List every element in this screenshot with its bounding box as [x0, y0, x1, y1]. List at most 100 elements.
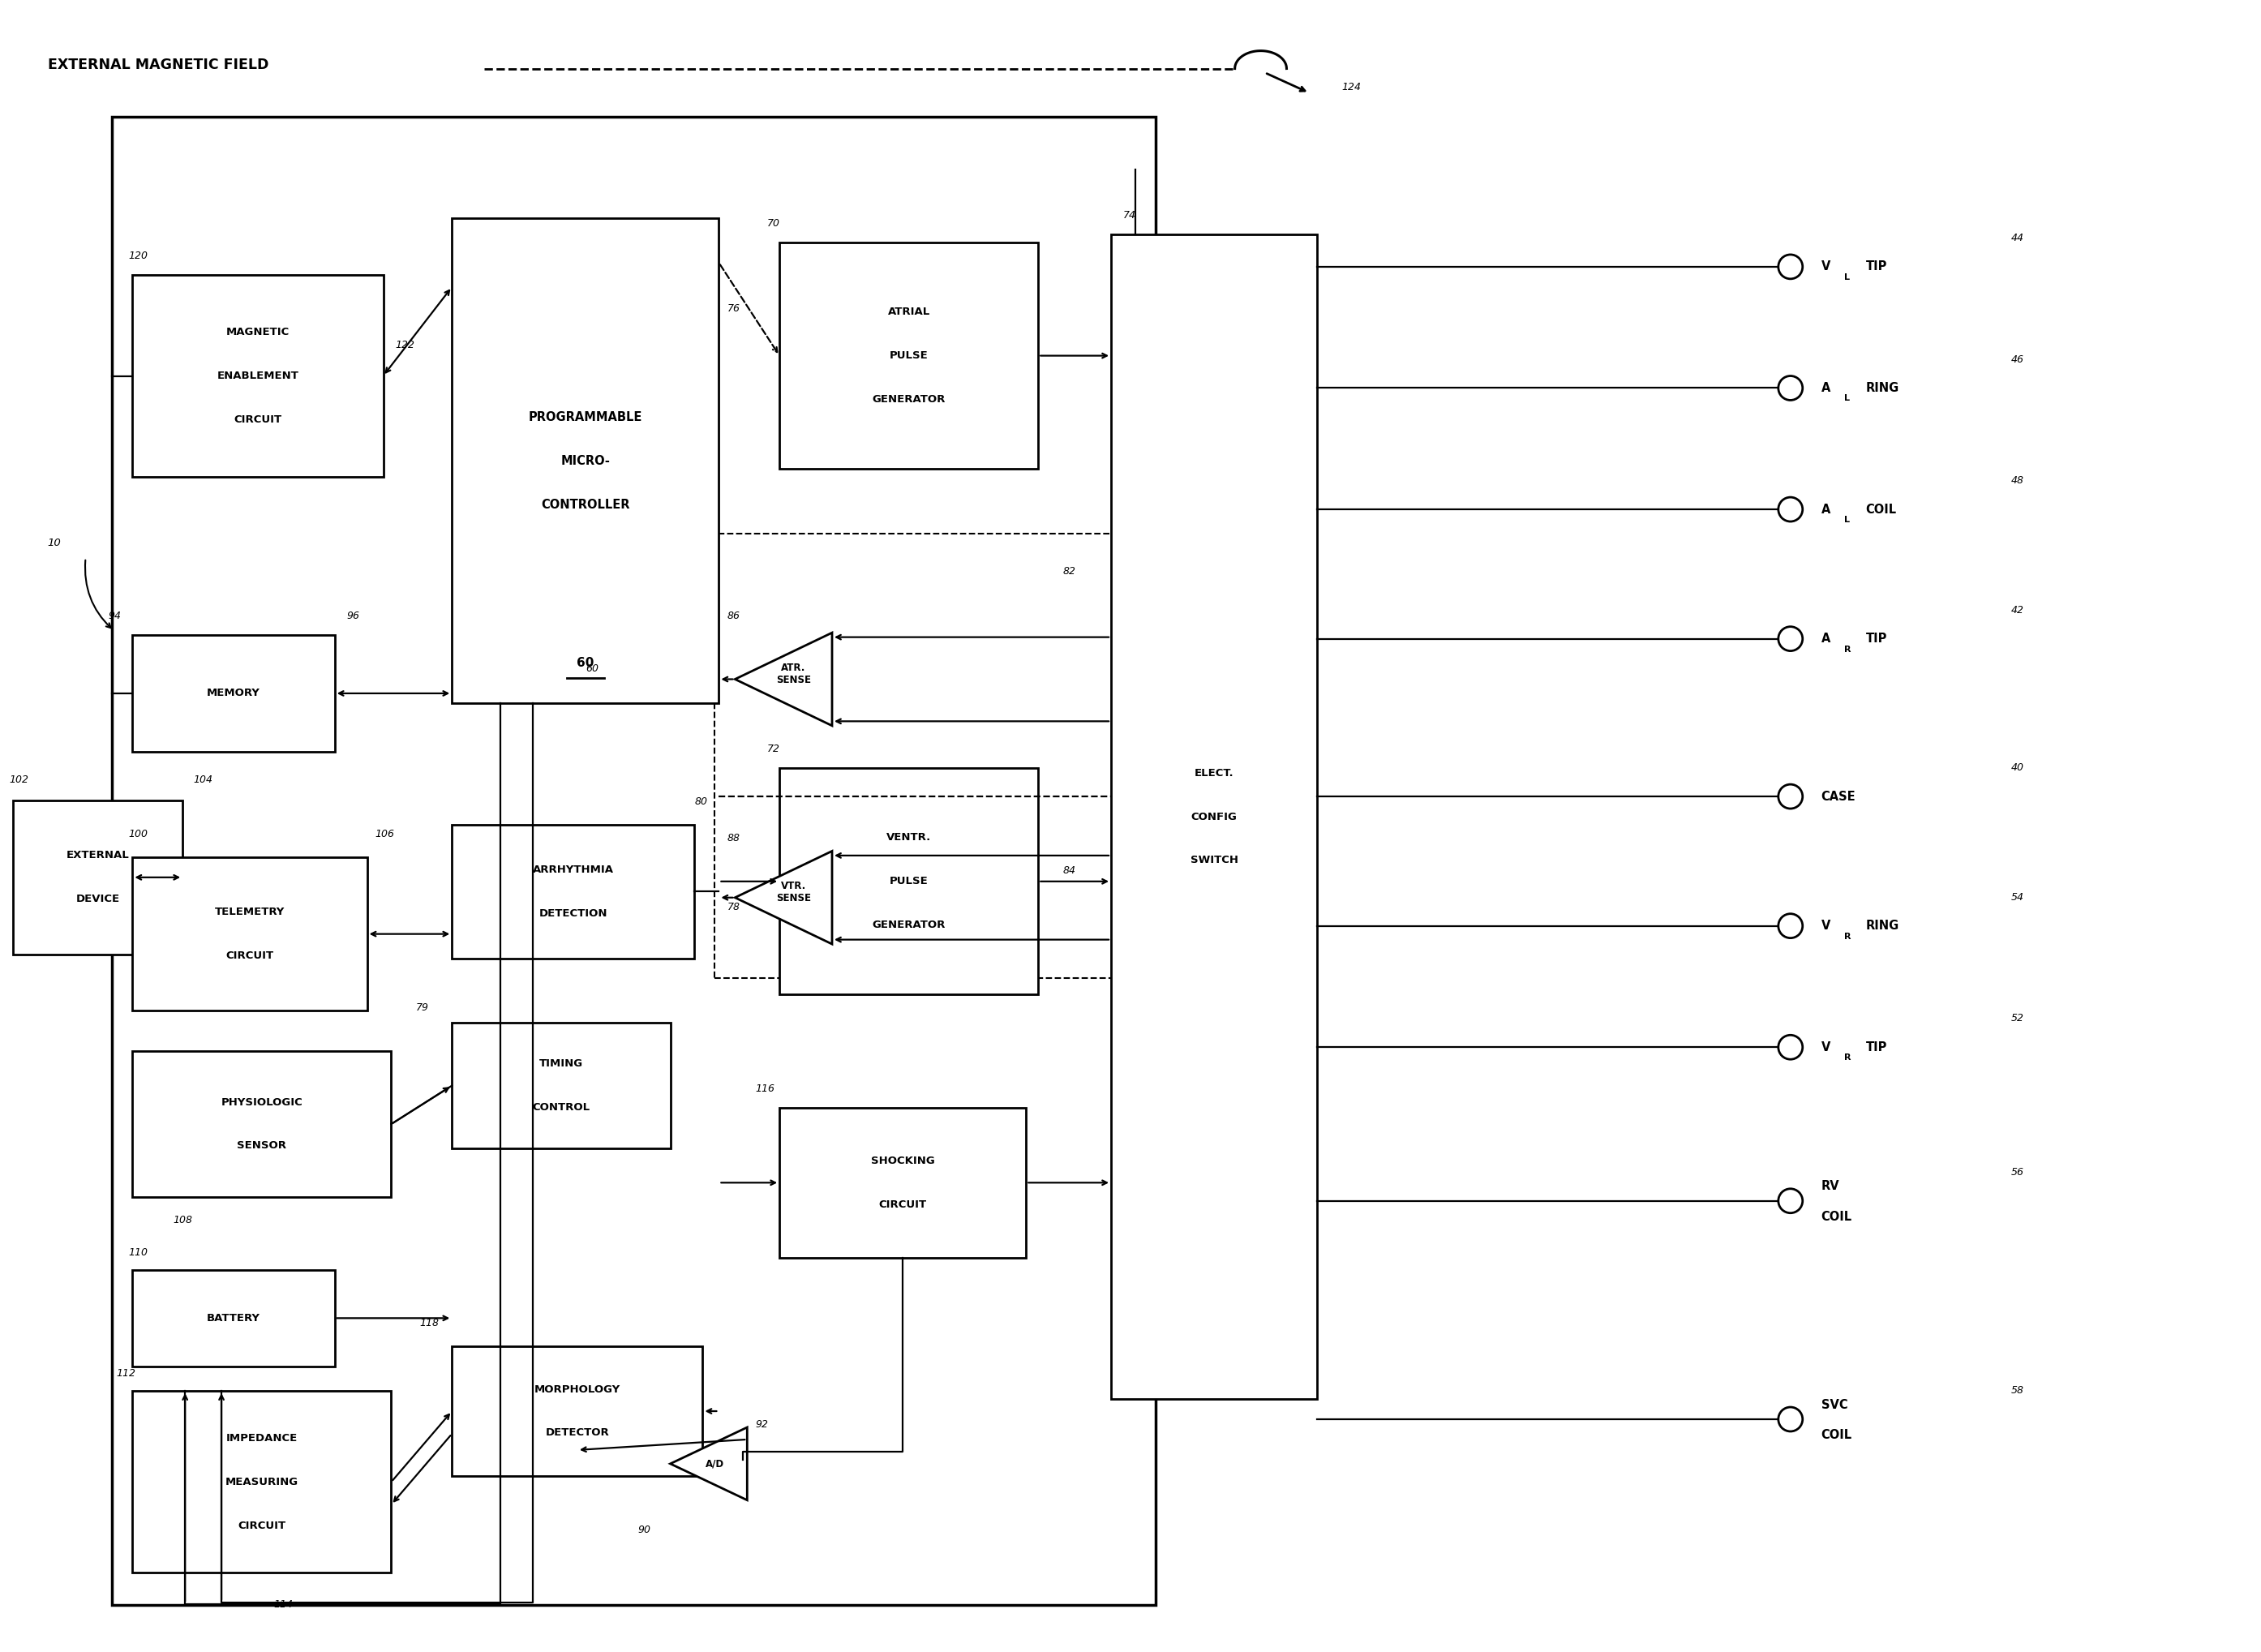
Bar: [780, 1108, 1026, 1257]
Bar: [113, 117, 1155, 1606]
Text: 72: 72: [766, 743, 780, 755]
Text: COIL: COIL: [1820, 1211, 1852, 1222]
Text: 54: 54: [2012, 892, 2024, 902]
Text: 92: 92: [755, 1419, 769, 1429]
Text: IMPEDANCE: IMPEDANCE: [226, 1432, 298, 1444]
Text: CONTROLLER: CONTROLLER: [540, 499, 631, 510]
Circle shape: [1779, 914, 1802, 938]
Bar: [133, 274, 382, 477]
Text: CASE: CASE: [1820, 790, 1856, 803]
Text: RING: RING: [1865, 920, 1899, 932]
Bar: [452, 824, 694, 958]
Text: RV: RV: [1820, 1180, 1840, 1193]
Bar: [452, 1346, 703, 1475]
Circle shape: [1779, 626, 1802, 651]
Circle shape: [1779, 1408, 1802, 1431]
Bar: [780, 243, 1038, 469]
Circle shape: [1779, 497, 1802, 522]
Text: A: A: [1820, 633, 1831, 644]
Text: V: V: [1820, 261, 1831, 273]
Text: 44: 44: [2012, 233, 2024, 243]
Text: CIRCUIT: CIRCUIT: [226, 950, 274, 961]
Text: 106: 106: [375, 829, 396, 839]
Bar: [133, 634, 335, 752]
Text: ATRIAL: ATRIAL: [889, 307, 929, 317]
Text: 112: 112: [115, 1368, 136, 1379]
Bar: [1110, 235, 1318, 1399]
Text: PROGRAMMABLE: PROGRAMMABLE: [529, 411, 642, 423]
Circle shape: [1779, 1036, 1802, 1059]
Text: A: A: [1820, 382, 1831, 395]
Text: 82: 82: [1063, 567, 1076, 577]
Circle shape: [1779, 785, 1802, 808]
Text: 110: 110: [129, 1247, 147, 1257]
Text: CIRCUIT: CIRCUIT: [880, 1199, 927, 1209]
Polygon shape: [669, 1427, 746, 1500]
Text: 96: 96: [346, 611, 359, 621]
Text: L: L: [1843, 395, 1849, 403]
Text: VTR.
SENSE: VTR. SENSE: [776, 881, 812, 904]
Text: ELECT.: ELECT.: [1194, 768, 1235, 778]
Text: MEMORY: MEMORY: [206, 689, 260, 699]
Text: 102: 102: [9, 775, 29, 785]
Text: DETECTION: DETECTION: [538, 909, 608, 919]
Text: 60: 60: [577, 657, 595, 669]
Text: 84: 84: [1063, 866, 1076, 876]
Text: PHYSIOLOGIC: PHYSIOLOGIC: [222, 1097, 303, 1107]
Bar: [452, 218, 719, 704]
Text: 108: 108: [172, 1214, 192, 1226]
Text: TIP: TIP: [1865, 261, 1888, 273]
Bar: [133, 1391, 391, 1573]
Text: SHOCKING: SHOCKING: [870, 1155, 934, 1166]
Text: VENTR.: VENTR.: [886, 833, 932, 843]
Text: 88: 88: [728, 833, 739, 844]
Text: BATTERY: BATTERY: [206, 1313, 260, 1323]
Text: CIRCUIT: CIRCUIT: [237, 1520, 285, 1531]
Text: L: L: [1843, 515, 1849, 524]
Text: RING: RING: [1865, 382, 1899, 395]
Text: 74: 74: [1124, 210, 1137, 221]
Text: R: R: [1843, 1054, 1852, 1062]
Text: 124: 124: [1341, 83, 1361, 93]
Text: DETECTOR: DETECTOR: [545, 1427, 608, 1439]
Text: TIMING: TIMING: [538, 1059, 583, 1069]
Text: TIP: TIP: [1865, 1041, 1888, 1054]
Text: 104: 104: [192, 775, 213, 785]
Text: PULSE: PULSE: [889, 876, 929, 887]
Bar: [452, 1023, 669, 1148]
Bar: [133, 1270, 335, 1366]
Text: TELEMETRY: TELEMETRY: [215, 907, 285, 917]
Text: COIL: COIL: [1865, 504, 1897, 515]
Text: ATR.
SENSE: ATR. SENSE: [776, 662, 812, 686]
Text: 56: 56: [2012, 1166, 2024, 1178]
Text: GENERATOR: GENERATOR: [873, 920, 945, 930]
Text: 100: 100: [129, 829, 147, 839]
Text: 10: 10: [47, 537, 61, 548]
Text: MEASURING: MEASURING: [226, 1477, 298, 1487]
Text: V: V: [1820, 920, 1831, 932]
Text: 70: 70: [766, 218, 780, 228]
Text: 120: 120: [129, 251, 147, 261]
Text: 78: 78: [728, 902, 739, 912]
Text: 118: 118: [421, 1318, 439, 1328]
Text: COIL: COIL: [1820, 1429, 1852, 1442]
Text: L: L: [1843, 273, 1849, 281]
Text: CIRCUIT: CIRCUIT: [233, 415, 283, 425]
Text: GENERATOR: GENERATOR: [873, 395, 945, 405]
Text: TIP: TIP: [1865, 633, 1888, 644]
Text: A: A: [1820, 504, 1831, 515]
Text: 42: 42: [2012, 605, 2024, 615]
Text: A/D: A/D: [705, 1459, 724, 1469]
Text: MORPHOLOGY: MORPHOLOGY: [534, 1384, 620, 1394]
Text: 60: 60: [586, 662, 599, 674]
Text: SWITCH: SWITCH: [1189, 856, 1239, 866]
Circle shape: [1779, 1189, 1802, 1213]
Text: R: R: [1843, 646, 1852, 653]
Text: 114: 114: [274, 1599, 294, 1611]
Text: 48: 48: [2012, 476, 2024, 486]
Text: 40: 40: [2012, 763, 2024, 773]
Bar: [780, 768, 1038, 995]
Text: 46: 46: [2012, 354, 2024, 365]
Text: 58: 58: [2012, 1386, 2024, 1396]
Text: ARRHYTHMIA: ARRHYTHMIA: [534, 864, 613, 876]
